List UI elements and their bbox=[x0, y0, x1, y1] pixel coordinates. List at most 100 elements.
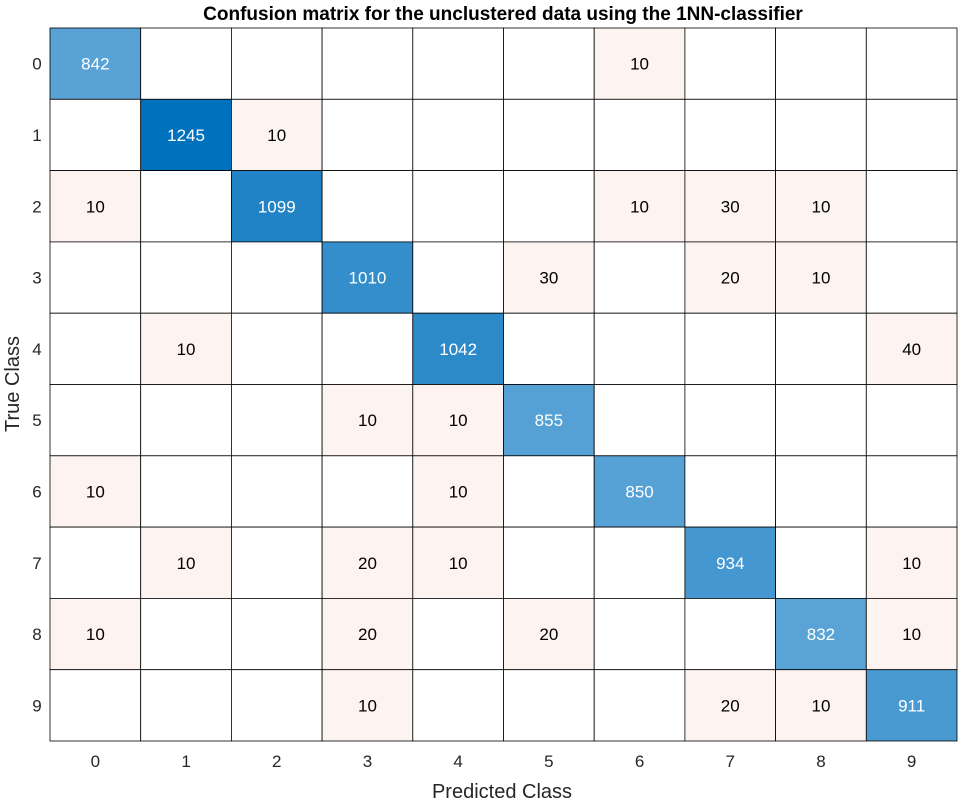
matrix-cell bbox=[865, 312, 958, 385]
cell-value-label: 20 bbox=[358, 625, 377, 644]
cell-value-label: 20 bbox=[721, 696, 740, 715]
matrix-cell bbox=[412, 27, 504, 100]
cell-value-label: 10 bbox=[630, 197, 649, 216]
y-tick-label: 7 bbox=[32, 554, 41, 573]
matrix-cell bbox=[865, 384, 958, 457]
cell-value-label: 934 bbox=[716, 554, 744, 573]
cell-value-label: 10 bbox=[449, 554, 468, 573]
matrix-cell bbox=[230, 598, 323, 671]
matrix-cell bbox=[140, 455, 232, 528]
x-tick-label: 4 bbox=[453, 752, 462, 771]
matrix-cell bbox=[321, 27, 414, 100]
cell-value-label: 10 bbox=[811, 696, 830, 715]
matrix-cell bbox=[230, 27, 323, 100]
matrix-cell bbox=[503, 526, 595, 599]
matrix-cell bbox=[593, 98, 686, 172]
y-tick-label: 5 bbox=[32, 411, 41, 430]
matrix-cell bbox=[230, 455, 323, 528]
matrix-cell bbox=[140, 98, 232, 172]
y-tick-label: 9 bbox=[32, 696, 41, 715]
x-tick-label: 2 bbox=[272, 752, 281, 771]
cell-value-label: 850 bbox=[625, 482, 653, 501]
matrix-cell bbox=[230, 384, 323, 457]
matrix-cell bbox=[684, 455, 777, 528]
cell-value-label: 10 bbox=[902, 625, 921, 644]
matrix-cell bbox=[140, 526, 232, 599]
x-tick-label: 0 bbox=[91, 752, 100, 771]
matrix-cell bbox=[49, 669, 142, 742]
matrix-cell bbox=[49, 241, 142, 314]
y-tick-label: 6 bbox=[32, 482, 41, 501]
matrix-cell bbox=[140, 170, 232, 243]
x-tick-labels: 0 1 2 3 4 5 6 7 8 9 bbox=[91, 752, 917, 771]
cell-value-label: 10 bbox=[449, 411, 468, 430]
cell-value-label: 10 bbox=[177, 340, 196, 359]
x-tick-label: 1 bbox=[181, 752, 190, 771]
matrix-cell bbox=[775, 384, 867, 457]
matrix-cell bbox=[865, 455, 958, 528]
matrix-cell bbox=[593, 27, 686, 100]
matrix-cell bbox=[412, 598, 504, 671]
cell-value-label: 10 bbox=[811, 269, 830, 288]
matrix-cell bbox=[593, 526, 686, 599]
cell-value-label: 1010 bbox=[349, 269, 387, 288]
matrix-cell bbox=[775, 27, 867, 100]
matrix-cell bbox=[775, 598, 867, 671]
matrix-cell bbox=[865, 526, 958, 599]
matrix-cell bbox=[865, 27, 958, 100]
matrix-cell bbox=[593, 312, 686, 385]
matrix-cell bbox=[140, 384, 232, 457]
matrix-cell bbox=[321, 98, 414, 172]
x-tick-label: 5 bbox=[544, 752, 553, 771]
matrix-cell bbox=[503, 669, 595, 742]
cell-value-label: 20 bbox=[539, 625, 558, 644]
matrix-cell bbox=[230, 312, 323, 385]
chart-title: Confusion matrix for the unclustered dat… bbox=[203, 4, 803, 25]
cell-value-label: 10 bbox=[630, 55, 649, 74]
matrix-cell bbox=[593, 241, 686, 314]
matrix-cell bbox=[412, 170, 504, 243]
cell-value-label: 1099 bbox=[258, 197, 296, 216]
cell-value-label: 1245 bbox=[167, 126, 205, 145]
x-tick-label: 8 bbox=[816, 752, 825, 771]
matrix-cell bbox=[140, 241, 232, 314]
matrix-cell bbox=[593, 598, 686, 671]
matrix-cell bbox=[412, 384, 504, 457]
matrix-cell bbox=[684, 312, 777, 385]
cell-value-label: 10 bbox=[86, 625, 105, 644]
cell-value-label: 10 bbox=[86, 482, 105, 501]
x-axis-label: Predicted Class bbox=[432, 781, 572, 801]
y-tick-label: 8 bbox=[32, 625, 41, 644]
matrix-cell bbox=[412, 98, 504, 172]
matrix-cell bbox=[49, 170, 142, 243]
matrix-cell bbox=[775, 98, 867, 172]
cell-value-label: 10 bbox=[902, 554, 921, 573]
matrix-cell bbox=[684, 170, 777, 243]
y-tick-label: 0 bbox=[32, 55, 41, 74]
cell-value-label: 10 bbox=[267, 126, 286, 145]
matrix-cell bbox=[230, 526, 323, 599]
cell-value-label: 30 bbox=[721, 197, 740, 216]
matrix-cell bbox=[49, 98, 142, 172]
cell-value-label: 10 bbox=[811, 197, 830, 216]
y-axis-label: True Class bbox=[2, 336, 24, 432]
matrix-cell bbox=[49, 455, 142, 528]
matrix-cell bbox=[775, 669, 867, 742]
matrix-cell bbox=[503, 98, 595, 172]
cell-value-label: 10 bbox=[449, 482, 468, 501]
matrix-cell bbox=[140, 598, 232, 671]
matrix-cell bbox=[412, 241, 504, 314]
matrix-cell bbox=[49, 384, 142, 457]
cell-value-label: 10 bbox=[358, 411, 377, 430]
matrix-cell bbox=[684, 241, 777, 314]
matrix-cell bbox=[684, 27, 777, 100]
cell-value-label: 1042 bbox=[439, 340, 477, 359]
cell-value-label: 20 bbox=[721, 269, 740, 288]
matrix-cell bbox=[593, 455, 686, 528]
cell-value-label: 30 bbox=[539, 269, 558, 288]
matrix-cell bbox=[865, 669, 958, 742]
matrix-cell bbox=[775, 241, 867, 314]
matrix-cell bbox=[684, 98, 777, 172]
matrix-cell bbox=[684, 384, 777, 457]
